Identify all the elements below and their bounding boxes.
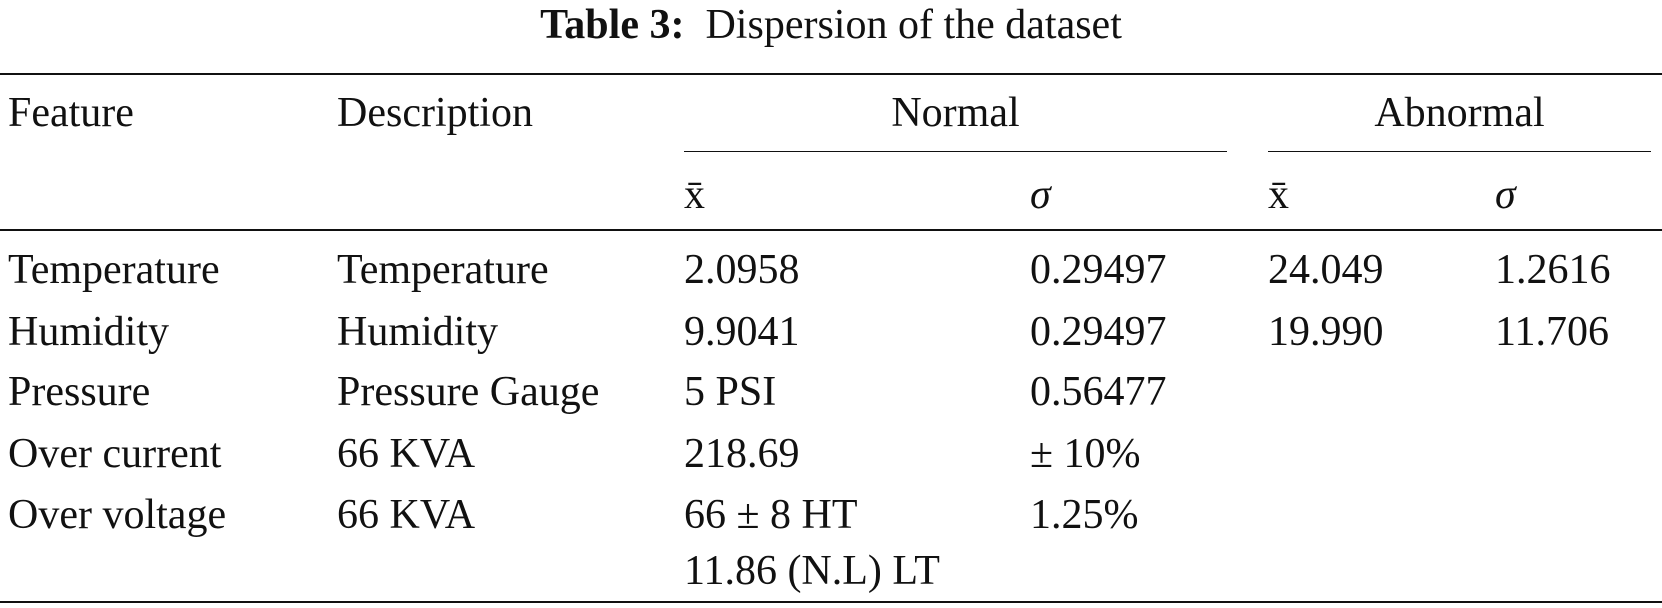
table-cell: 24.049 <box>1268 247 1384 293</box>
bottom-rule <box>0 601 1662 603</box>
table-cell: 11.706 <box>1495 309 1609 355</box>
table-cell: 218.69 <box>684 431 800 477</box>
table-cell: 2.0958 <box>684 247 800 293</box>
table-cell: 5 PSI <box>684 369 777 415</box>
table-cell: 9.9041 <box>684 309 800 355</box>
table-cell: Humidity <box>8 309 170 355</box>
column-header: Feature <box>8 90 134 136</box>
table-cell: 19.990 <box>1268 309 1384 355</box>
table-cell: 11.86 (N.L) LT <box>684 548 940 594</box>
table-cell: 1.25% <box>1030 492 1139 538</box>
group-rule <box>1268 151 1651 152</box>
subcolumn-header: x̄ <box>1268 172 1289 218</box>
subcolumn-header: x̄ <box>684 172 705 218</box>
caption-text: Dispersion of the dataset <box>705 2 1122 48</box>
subcolumn-header: σ <box>1030 172 1051 218</box>
table-cell: 0.56477 <box>1030 369 1167 415</box>
subcolumn-header: σ <box>1495 172 1516 218</box>
column-header: Description <box>337 90 533 136</box>
caption-label: Table 3: <box>540 2 685 48</box>
table-cell: 66 KVA <box>337 431 476 477</box>
group-header: Normal <box>891 90 1020 136</box>
table-cell: 1.2616 <box>1495 247 1611 293</box>
table-cell: Pressure <box>8 369 151 415</box>
header-rule <box>0 229 1662 231</box>
table-cell: 66 KVA <box>337 492 476 538</box>
table-cell: 0.29497 <box>1030 247 1167 293</box>
group-header: Abnormal <box>1374 90 1545 136</box>
table-caption: Table 3: Dispersion of the dataset <box>0 4 1662 46</box>
top-rule <box>0 73 1662 75</box>
table-cell: Temperature <box>8 247 220 293</box>
table-cell: Temperature <box>337 247 549 293</box>
table-cell: Over voltage <box>8 492 227 538</box>
table-cell: ± 10% <box>1030 431 1141 477</box>
table-cell: Humidity <box>337 309 499 355</box>
table-cell: Over current <box>8 431 222 477</box>
table-cell: 66 ± 8 HT <box>684 492 858 538</box>
table-cell: 0.29497 <box>1030 309 1167 355</box>
group-rule <box>684 151 1227 152</box>
table-cell: Pressure Gauge <box>337 369 600 415</box>
